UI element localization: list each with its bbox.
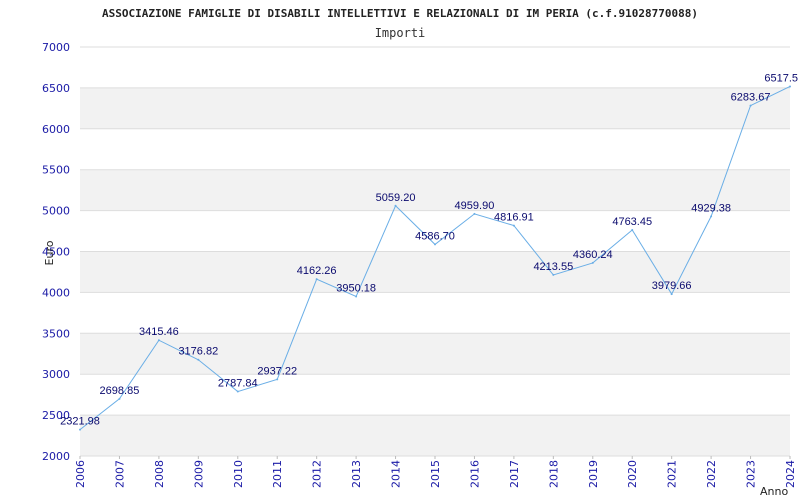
chart-subtitle: Importi [375, 26, 426, 40]
data-point [197, 358, 200, 361]
y-axis-label: Euro [43, 240, 56, 265]
data-point [591, 261, 594, 264]
data-label: 4213.55 [533, 261, 573, 273]
grid-band [80, 251, 790, 293]
x-tick-label: 2006 [74, 460, 87, 488]
data-point [79, 428, 81, 431]
data-point [670, 293, 673, 296]
y-tick-label: 2500 [42, 409, 70, 422]
data-point [552, 273, 555, 276]
y-tick-label: 5500 [42, 164, 70, 177]
x-tick-label: 2017 [508, 460, 521, 488]
grid-band [80, 415, 790, 456]
data-label: 3950.18 [336, 282, 376, 294]
grid-band [80, 374, 790, 416]
data-label: 4162.26 [297, 265, 337, 277]
data-point [789, 85, 791, 88]
grid-band [80, 128, 790, 170]
series-group [79, 85, 791, 431]
data-point [157, 339, 160, 342]
data-point [315, 278, 318, 281]
y-tick-label: 3500 [42, 327, 70, 340]
x-axis-label: Anno [760, 485, 788, 498]
data-point [473, 212, 476, 215]
x-tick-label: 2021 [666, 460, 679, 488]
data-label: 2787.84 [218, 378, 258, 390]
x-axis-ticks: 2006 2007 2008 2009 2010 2011 2012 2013 2014 2015… [74, 456, 797, 488]
data-label: 2321.98 [60, 416, 100, 428]
data-label: 3176.82 [178, 346, 218, 358]
x-tick-label: 2012 [311, 460, 324, 488]
x-tick-label: 2010 [232, 460, 245, 488]
data-label: 3415.46 [139, 326, 179, 338]
data-label: 6517.5 [764, 72, 798, 84]
data-labels: 2321.98 2698.85 3415.46 3176.82 2787.842937.… [60, 72, 798, 427]
y-tick-label: 6000 [42, 123, 70, 136]
y-tick-label: 3000 [42, 368, 70, 381]
grid-band [80, 292, 790, 334]
x-tick-label: 2018 [547, 460, 560, 488]
data-point [118, 397, 121, 400]
x-tick-label: 2011 [271, 460, 284, 488]
data-label: 4586.70 [415, 230, 455, 242]
x-tick-label: 2008 [153, 460, 166, 488]
x-tick-label: 2024 [784, 460, 797, 488]
grid-bands [80, 47, 790, 456]
grid-band [80, 169, 790, 211]
data-point [276, 378, 279, 381]
y-tick-label: 5000 [42, 205, 70, 218]
grid-band [80, 333, 790, 375]
x-tick-label: 2016 [468, 460, 481, 488]
data-label: 4360.24 [573, 249, 613, 261]
data-point [710, 215, 713, 218]
x-tick-label: 2007 [113, 460, 126, 488]
data-label: 3979.66 [652, 280, 692, 292]
x-tick-label: 2015 [429, 460, 442, 488]
x-tick-label: 2009 [192, 460, 205, 488]
y-tick-label: 2000 [42, 450, 70, 463]
data-point [394, 204, 397, 207]
y-tick-label: 4000 [42, 286, 70, 299]
data-label: 2698.85 [100, 385, 140, 397]
data-label: 4959.90 [455, 200, 495, 212]
data-point [631, 228, 634, 231]
data-point [512, 224, 515, 227]
y-tick-label: 7000 [42, 41, 70, 54]
data-label: 4929.38 [691, 202, 731, 214]
y-tick-label: 6500 [42, 82, 70, 95]
x-tick-label: 2014 [390, 460, 403, 488]
y-tick-label: 4500 [42, 246, 70, 259]
data-point [236, 390, 239, 393]
data-label: 6283.67 [731, 92, 771, 104]
grid-band [80, 47, 790, 88]
x-tick-label: 2020 [626, 460, 639, 488]
x-tick-label: 2013 [350, 460, 363, 488]
data-label: 5059.20 [376, 192, 416, 204]
y-axis-ticks: 2000 2500 3000 3500 4000 4500 5000 5500 6000 6500… [42, 41, 70, 463]
data-label: 2937.22 [257, 365, 297, 377]
chart-title: ASSOCIAZIONE FAMIGLIE DI DISABILI INTELL… [102, 7, 698, 20]
data-point [434, 243, 436, 246]
data-label: 4763.45 [612, 216, 652, 228]
data-label: 4816.91 [494, 212, 534, 224]
data-point [355, 295, 358, 298]
x-tick-label: 2022 [705, 460, 718, 488]
x-tick-label: 2023 [745, 460, 758, 488]
grid-band [80, 87, 790, 129]
data-point [749, 104, 752, 107]
x-tick-label: 2019 [587, 460, 600, 488]
